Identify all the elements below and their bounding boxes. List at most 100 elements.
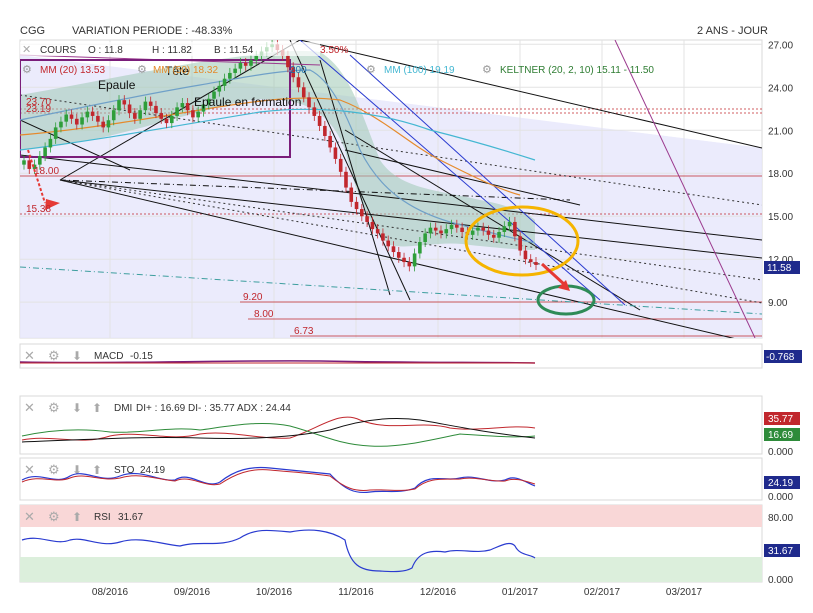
candle-body [217,85,222,92]
candle-body [317,115,322,126]
candle-body [391,246,396,253]
candle-body [233,68,237,73]
di-minus-badge [764,412,800,425]
candle-body [101,121,105,128]
dmi-panel: ✕ ⚙ ⬇ ⬆ DMI DI+ : 16.69 DI- : 35.77 ADX … [19,395,800,458]
rsi-value: 31.67 [118,512,143,523]
candle-body [27,160,32,169]
variation-label: VARIATION PERIODE : -48.33% [72,25,233,37]
candle-body [154,105,158,114]
candle-body [143,101,148,111]
dmi-down-icon[interactable]: ⬇ [72,401,82,415]
svg-text:✕: ✕ [22,44,31,56]
candle-body [418,242,422,254]
rsi-panel: ✕ ⚙ ⬆ RSI 31.67 80.00 31.67 0.000 [19,504,800,586]
candle-body [138,110,142,119]
candle-body [323,125,327,136]
price-panel: Tête Epaule Epaule en formation 23.70 23… [19,39,763,339]
price-tick-4: 15.00 [768,212,793,223]
sto-label: STO [114,465,135,476]
candle-body [175,107,179,116]
candle-body [148,101,153,106]
macd-axis-badge [764,350,802,363]
macd-down-icon[interactable]: ⬇ [72,349,82,363]
sto-gear-icon[interactable]: ⚙ [48,462,60,477]
candle-body [386,240,391,247]
annotation-epaule-formation: Epaule en formation [194,95,301,109]
sto-close-icon[interactable]: ✕ [24,462,35,477]
mm50-line [20,97,521,196]
rsi-close-icon[interactable]: ✕ [24,509,35,524]
price-tick-6: 9.00 [768,298,788,309]
sto-axis-label: 24.19 [768,478,793,489]
candle-body [286,55,290,68]
price-tick-3: 18.00 [768,169,793,180]
candle-body [38,156,42,165]
candle-body [196,111,200,118]
price-tick-0: 27.00 [768,40,793,51]
support-label-3: 6.73 [294,326,314,337]
candle-body [222,78,227,86]
candle-body [338,158,343,172]
candle-body [349,187,354,202]
candle-body [528,259,533,263]
di-plus-badge [764,428,800,441]
candle-body [518,236,522,251]
candle-body [534,262,538,265]
time-tick-4: 12/2016 [420,587,457,598]
rsi-up-icon[interactable]: ⬆ [72,510,82,524]
candle-body [444,229,449,234]
ticker-label: CGG [20,25,45,37]
candle-body [328,135,332,148]
rsi-gear-icon[interactable]: ⚙ [48,509,60,524]
level-label-3: 18.00 [34,166,59,177]
rsi-axis-badge [764,544,800,557]
high-value: H : 11.82 [152,45,192,56]
rsi-label: RSI [94,512,111,523]
time-tick-6: 02/2017 [584,587,621,598]
candle-body [85,111,90,118]
candle-body [396,252,401,258]
candle-body [507,221,512,227]
open-value: O : 11.8 [88,45,123,56]
keltner-label: KELTNER (20, 2, 10) 15.11 - 11.50 [500,65,654,76]
candle-body [365,216,369,222]
dmi-up-icon[interactable]: ⬆ [92,401,102,415]
candle-body [301,87,306,98]
keltner-gear-icon[interactable]: ⚙ [482,64,492,76]
period-label: 2 ANS - JOUR [697,25,768,37]
candle-body [513,221,517,237]
candle-body [191,110,195,118]
mm20-gear-icon[interactable]: ⚙ [22,64,32,76]
candle-body [523,250,528,260]
macd-value: -0.15 [130,351,153,362]
mm100-gear-icon[interactable]: ⚙ [366,64,376,76]
time-tick-5: 01/2017 [502,587,539,598]
candle-body [127,104,132,114]
dmi-gear-icon[interactable]: ⚙ [48,400,60,415]
mm50-gear-icon[interactable]: ⚙ [137,64,147,76]
dmi-close-icon[interactable]: ✕ [24,400,35,415]
candle-body [486,230,491,235]
candle-body [159,113,164,119]
sto-up-icon[interactable]: ⬆ [92,463,102,477]
dmi-values: DI+ : 16.69 DI- : 35.77 ADX : 24.44 [136,403,291,414]
level-label-4: 15.38 [26,204,51,215]
sto-down-icon[interactable]: ⬇ [72,463,82,477]
candle-body [375,229,380,234]
candle-body [185,103,190,111]
rsi-axis-label: 31.67 [768,546,793,557]
level-label-1: 23.70 [26,97,51,108]
candle-body [238,62,243,69]
di-plus-label: 16.69 [768,430,793,441]
macd-gear-icon[interactable]: ⚙ [48,348,60,363]
candle-body [296,77,301,88]
time-tick-2: 10/2016 [256,587,293,598]
candle-body [476,227,480,231]
candle-body [360,209,364,217]
candle-body [254,55,259,61]
candle-body [428,227,433,234]
candle-body [412,253,417,267]
macd-close-icon[interactable]: ✕ [24,348,35,363]
highlight-ellipse [464,205,580,277]
